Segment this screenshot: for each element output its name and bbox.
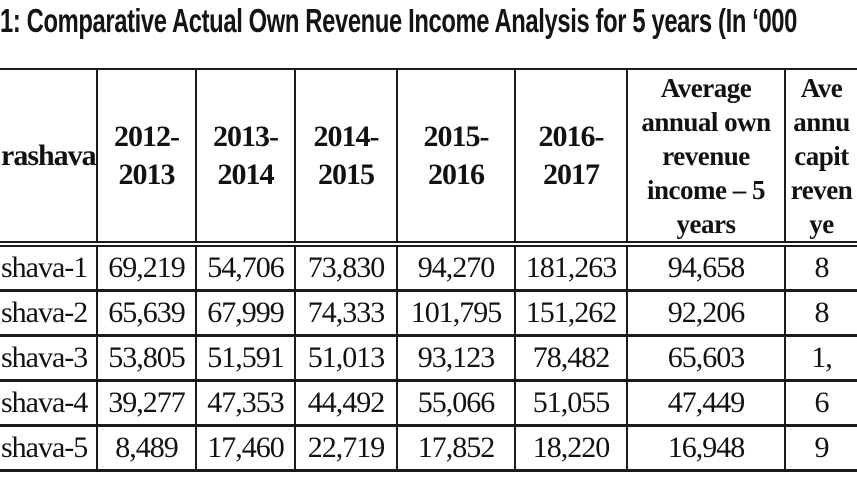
table-row: shava-4 39,277 47,353 44,492 55,066 51,055 47,…: [0, 379, 857, 426]
value-cell: 151,262: [514, 289, 628, 336]
value-cell: 67,999: [195, 289, 296, 336]
value-cell: 101,795: [396, 289, 516, 336]
value-cell: 22,719: [294, 424, 398, 472]
value-cell: 54,706: [195, 242, 296, 291]
row-label: shava-3: [0, 334, 98, 381]
col-header-2016-2017: 2016- 2017: [514, 68, 628, 247]
value-cell: 181,263: [514, 242, 628, 291]
value-cell: 47,449: [626, 379, 786, 426]
revenue-table: rashava 2012- 2013 2013- 2014 2014- 2015…: [0, 68, 857, 472]
value-cell: 16,948: [626, 424, 786, 472]
col-header-pourashava: rashava: [0, 68, 98, 247]
value-cell: 51,055: [514, 379, 628, 426]
value-cell: 92,206: [626, 289, 786, 336]
value-cell: 17,852: [396, 424, 516, 472]
clipped-value-cell: 9: [784, 424, 857, 472]
clipped-value-cell: 8: [784, 242, 857, 291]
value-cell: 73,830: [294, 242, 398, 291]
page-title: 1: Comparative Actual Own Revenue Income…: [0, 2, 798, 39]
table-row: shava-2 65,639 67,999 74,333 101,795 151,262 9…: [0, 289, 857, 336]
row-label: shava-4: [0, 379, 98, 426]
value-cell: 55,066: [396, 379, 516, 426]
clipped-value-cell: 8: [784, 289, 857, 336]
value-cell: 51,591: [195, 334, 296, 381]
value-cell: 53,805: [96, 334, 197, 381]
value-cell: 8,489: [96, 424, 197, 472]
clipped-value-cell: 1,: [784, 334, 857, 381]
table-row: shava-5 8,489 17,460 22,719 17,852 18,220 16,9…: [0, 424, 857, 472]
row-label: shava-1: [0, 242, 98, 291]
value-cell: 78,482: [514, 334, 628, 381]
col-header-2012-2013: 2012- 2013: [96, 68, 197, 247]
row-label: shava-2: [0, 289, 98, 336]
value-cell: 44,492: [294, 379, 398, 426]
col-header-average-annual-own-revenue: Average annual own revenue income – 5 ye…: [626, 68, 786, 247]
value-cell: 65,603: [626, 334, 786, 381]
header-row: rashava 2012- 2013 2013- 2014 2014- 2015…: [0, 68, 857, 247]
value-cell: 51,013: [294, 334, 398, 381]
table-row: shava-1 69,219 54,706 73,830 94,270 181,263 94…: [0, 242, 857, 291]
col-header-clipped-average-annual-capita-revenue: Ave annu capit reven ye: [784, 68, 857, 247]
col-header-2013-2014: 2013- 2014: [195, 68, 296, 247]
col-header-2015-2016: 2015- 2016: [396, 68, 516, 247]
value-cell: 18,220: [514, 424, 628, 472]
value-cell: 69,219: [96, 242, 197, 291]
value-cell: 17,460: [195, 424, 296, 472]
col-header-2014-2015: 2014- 2015: [294, 68, 398, 247]
row-label: shava-5: [0, 424, 98, 472]
value-cell: 47,353: [195, 379, 296, 426]
value-cell: 94,270: [396, 242, 516, 291]
value-cell: 93,123: [396, 334, 516, 381]
table-header: rashava 2012- 2013 2013- 2014 2014- 2015…: [0, 68, 857, 247]
value-cell: 65,639: [96, 289, 197, 336]
value-cell: 39,277: [96, 379, 197, 426]
table-body: shava-1 69,219 54,706 73,830 94,270 181,263 94…: [0, 242, 857, 472]
value-cell: 94,658: [626, 242, 786, 291]
clipped-value-cell: 6: [784, 379, 857, 426]
value-cell: 74,333: [294, 289, 398, 336]
table-row: shava-3 53,805 51,591 51,013 93,123 78,482 65,…: [0, 334, 857, 381]
